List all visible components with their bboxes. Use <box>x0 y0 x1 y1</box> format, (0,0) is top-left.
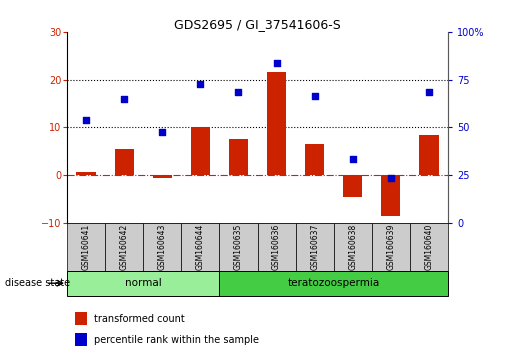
Text: GSM160644: GSM160644 <box>196 224 205 270</box>
Text: transformed count: transformed count <box>94 314 185 324</box>
Text: GSM160636: GSM160636 <box>272 224 281 270</box>
Bar <box>75 333 87 346</box>
Bar <box>344 175 363 197</box>
Bar <box>267 73 286 175</box>
Text: GSM160641: GSM160641 <box>81 224 91 270</box>
Text: GSM160637: GSM160637 <box>310 224 319 270</box>
Bar <box>305 144 324 175</box>
Bar <box>114 149 134 175</box>
Bar <box>419 135 439 175</box>
Bar <box>296 223 334 271</box>
Bar <box>258 223 296 271</box>
Point <box>158 130 166 135</box>
Bar <box>219 271 448 296</box>
Bar <box>410 223 448 271</box>
Text: normal: normal <box>125 278 162 288</box>
Bar <box>334 223 372 271</box>
Bar <box>143 223 181 271</box>
Text: GSM160635: GSM160635 <box>234 224 243 270</box>
Text: disease state: disease state <box>5 278 70 288</box>
Bar <box>105 223 143 271</box>
Bar <box>181 223 219 271</box>
Point <box>82 118 90 123</box>
Point <box>196 82 204 87</box>
Bar <box>191 127 210 175</box>
Point <box>234 89 243 95</box>
Bar <box>75 312 87 325</box>
Bar <box>67 223 105 271</box>
Bar <box>153 175 172 178</box>
Text: GSM160643: GSM160643 <box>158 224 167 270</box>
Bar <box>229 139 248 175</box>
Bar <box>76 172 96 175</box>
Point <box>120 96 128 102</box>
Bar <box>372 223 410 271</box>
Text: percentile rank within the sample: percentile rank within the sample <box>94 335 260 345</box>
Text: GSM160640: GSM160640 <box>424 224 434 270</box>
Text: GSM160639: GSM160639 <box>386 224 396 270</box>
Bar <box>219 223 258 271</box>
Point <box>425 89 433 95</box>
Point <box>387 175 395 181</box>
Bar <box>382 175 401 216</box>
Text: GSM160638: GSM160638 <box>348 224 357 270</box>
Title: GDS2695 / GI_37541606-S: GDS2695 / GI_37541606-S <box>174 18 341 31</box>
Text: GSM160642: GSM160642 <box>119 224 129 270</box>
Point <box>272 60 281 66</box>
Bar <box>67 271 219 296</box>
Text: teratozoospermia: teratozoospermia <box>287 278 380 288</box>
Point <box>349 156 357 161</box>
Point <box>311 93 319 99</box>
